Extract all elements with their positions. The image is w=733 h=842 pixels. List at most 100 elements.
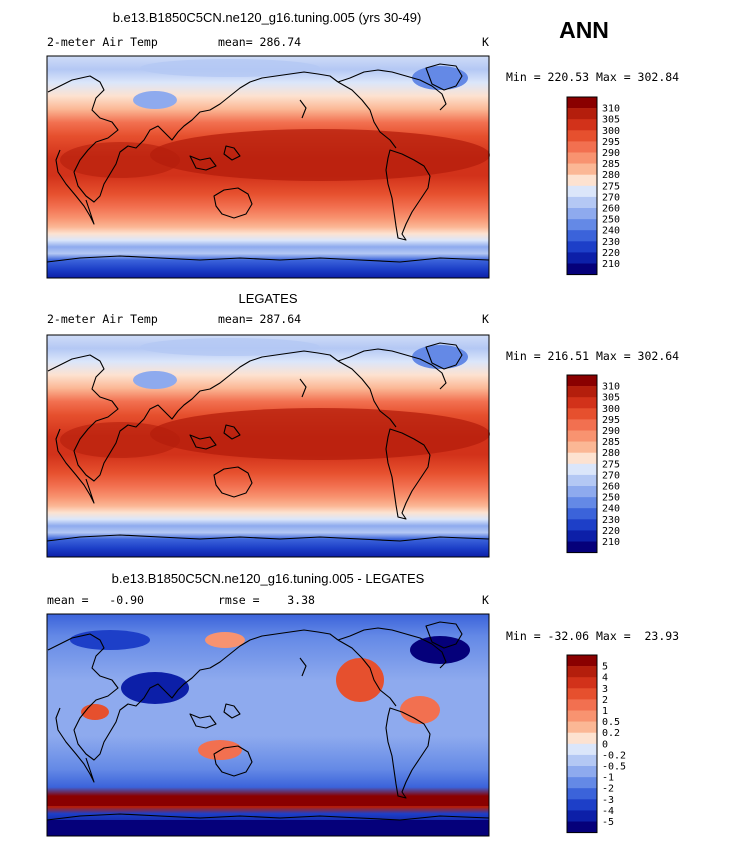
colorbar-tick-label: 250 xyxy=(602,493,620,504)
colorbar-swatch xyxy=(567,108,597,120)
colorbar-tick-label: 1 xyxy=(602,706,608,717)
colorbar-swatch xyxy=(567,743,597,756)
colorbar-tick-label: -0.5 xyxy=(602,762,626,773)
colorbar-tick-label: -0.2 xyxy=(602,750,626,761)
warm-pool xyxy=(150,408,490,460)
colorbar-tick-label: 310 xyxy=(602,382,620,393)
colorbar-tick-label: 0 xyxy=(602,739,608,750)
colorbar-swatch xyxy=(567,408,597,420)
colorbar-tick-label: 280 xyxy=(602,170,620,181)
colorbar-swatch xyxy=(567,196,597,209)
cold-anomaly xyxy=(121,672,189,704)
colorbar-swatch xyxy=(567,732,597,745)
colorbar-swatch xyxy=(567,174,597,187)
colorbar-swatch xyxy=(567,508,597,520)
colorbar-frame xyxy=(566,96,598,276)
colorbar-swatch xyxy=(567,252,597,264)
colorbar-tick-label: 220 xyxy=(602,248,620,259)
colorbar-swatch xyxy=(567,397,597,409)
colorbar-tick-label: 290 xyxy=(602,426,620,437)
colorbar-tick-label: 0.5 xyxy=(602,717,620,728)
colorbar-swatch xyxy=(567,497,597,509)
arctic-cold xyxy=(140,59,320,77)
colorbar-swatch xyxy=(567,530,597,542)
temperature-colorbar: 3103053002952902852802752702602502402302… xyxy=(566,374,620,554)
colorbar-tick-label: 310 xyxy=(602,104,620,115)
rmse-label: rmse = 3.38 xyxy=(218,593,315,607)
colorbar-swatch xyxy=(567,208,597,220)
colorbar-swatch xyxy=(567,541,597,553)
colorbar-frame xyxy=(566,374,598,554)
min-max-label: Min = 216.51 Max = 302.64 xyxy=(506,349,679,363)
colorbar-swatch xyxy=(567,119,597,131)
colorbar-swatch xyxy=(567,699,597,711)
colorbar-swatch xyxy=(567,721,597,733)
tibet-cold xyxy=(133,371,177,389)
temperature-colorbar: 3103053002952902852802752702602502402302… xyxy=(566,96,620,276)
greenland-cold xyxy=(412,345,468,369)
colorbar-swatch xyxy=(567,486,597,498)
min-max-label: Min = -32.06 Max = 23.93 xyxy=(506,629,679,643)
colorbar-tick-label: 3 xyxy=(602,684,608,695)
colorbar-tick-label: 300 xyxy=(602,126,620,137)
colorbar-tick-label: 305 xyxy=(602,393,620,404)
panel-observations: LEGATES 2-meter Air Temp mean= 287.64 K … xyxy=(46,291,679,558)
colorbar-tick-label: 295 xyxy=(602,137,620,148)
colorbar-tick-label: 270 xyxy=(602,192,620,203)
colorbar-tick-label: 280 xyxy=(602,448,620,459)
colorbar-frame xyxy=(566,654,598,834)
colorbar-tick-label: 220 xyxy=(602,526,620,537)
colorbar-swatch xyxy=(567,777,597,789)
colorbar-swatch xyxy=(567,263,597,275)
temperature-map xyxy=(46,55,490,279)
colorbar-swatch xyxy=(567,463,597,476)
colorbar-swatch xyxy=(567,766,597,778)
colorbar-swatch xyxy=(567,230,597,242)
colorbar-tick-label: 210 xyxy=(602,537,620,548)
mean-label: mean = -0.90 xyxy=(47,593,144,607)
warm-pool xyxy=(60,142,180,178)
min-max-label: Min = 220.53 Max = 302.84 xyxy=(506,70,679,84)
colorbar-swatch xyxy=(567,430,597,442)
colorbar-swatch xyxy=(567,441,597,453)
colorbar-tick-label: 5 xyxy=(602,662,608,673)
colorbar-swatch xyxy=(567,419,597,431)
warm-anomaly xyxy=(400,696,440,724)
colorbar-swatch xyxy=(567,821,597,833)
panel-title: b.e13.B1850C5CN.ne120_g16.tuning.005 - L… xyxy=(112,571,425,586)
colorbar-tick-label: 275 xyxy=(602,459,620,470)
colorbar-tick-label: 240 xyxy=(602,504,620,515)
variable-label: 2-meter Air Temp xyxy=(47,312,158,326)
colorbar-swatch xyxy=(567,130,597,142)
colorbar-swatch xyxy=(567,152,597,164)
warm-anomaly xyxy=(336,658,384,702)
warm-pool xyxy=(60,422,180,458)
colorbar-tick-label: 290 xyxy=(602,148,620,159)
colorbar-swatch xyxy=(567,655,597,667)
colorbar-swatch xyxy=(567,386,597,398)
colorbar-swatch xyxy=(567,710,597,722)
colorbar-tick-label: 260 xyxy=(602,204,620,215)
colorbar-tick-label: 270 xyxy=(602,470,620,481)
greenland-cold xyxy=(412,66,468,90)
colorbar-tick-label: 240 xyxy=(602,226,620,237)
colorbar-swatch xyxy=(567,219,597,231)
units-label: K xyxy=(482,312,489,326)
colorbar-swatch xyxy=(567,754,597,767)
season-label: ANN xyxy=(559,17,609,43)
colorbar-tick-label: 4 xyxy=(602,673,608,684)
variable-label: 2-meter Air Temp xyxy=(47,35,158,49)
warm-anomaly xyxy=(205,632,245,648)
colorbar-swatch xyxy=(567,185,597,198)
tibet-cold xyxy=(133,91,177,109)
panel-model: b.e13.B1850C5CN.ne120_g16.tuning.005 (yr… xyxy=(46,10,679,279)
mean-label: mean= 287.64 xyxy=(218,312,301,326)
colorbar-swatch xyxy=(567,519,597,531)
coastlines xyxy=(46,621,490,821)
colorbar-swatch xyxy=(567,666,597,678)
cold-anomaly xyxy=(70,630,150,650)
colorbar-swatch xyxy=(567,241,597,253)
map-frame xyxy=(46,55,490,279)
temperature-map xyxy=(46,334,490,558)
